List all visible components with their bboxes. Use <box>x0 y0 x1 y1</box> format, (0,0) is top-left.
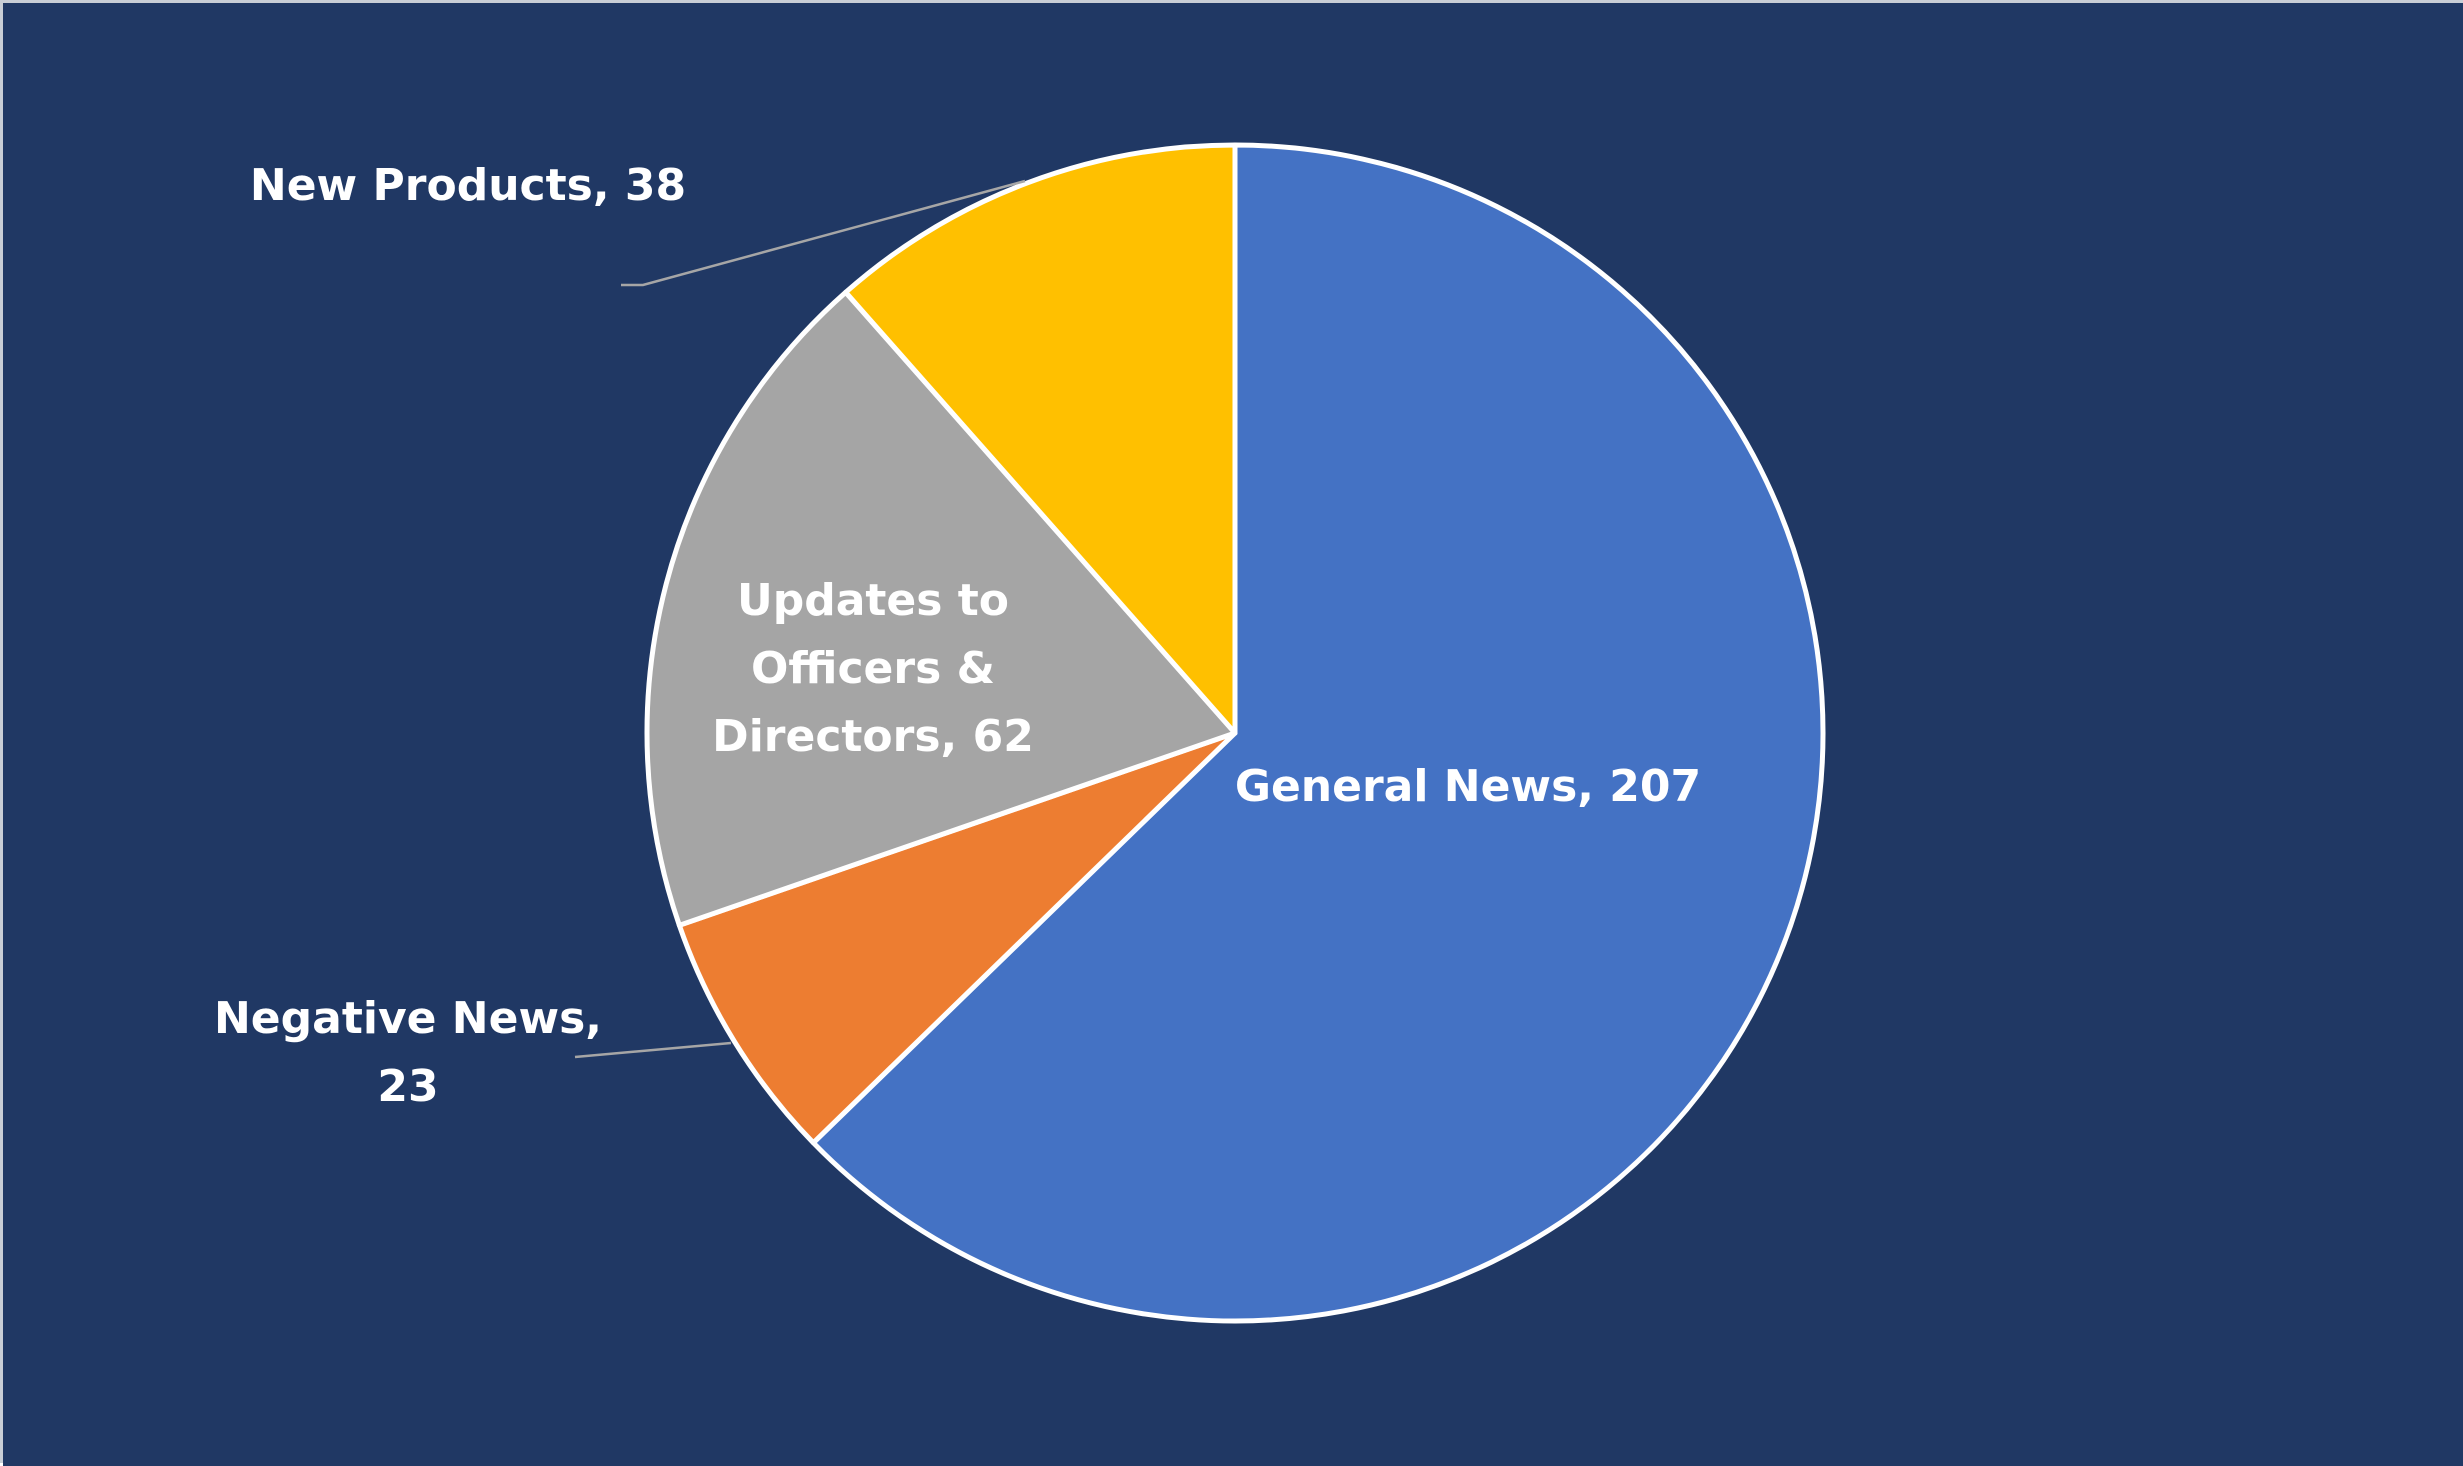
leader-lines <box>574 179 1026 1059</box>
pie-chart: General News, 207 Negative News, 23 Updates… <box>3 3 2463 1466</box>
data-label-line: New Products, 38 <box>250 160 686 211</box>
data-label-line: Directors, 62 <box>712 711 1034 762</box>
pie-slice-updates-to-officers-and-directors <box>644 289 1238 928</box>
data-label-line: Updates to <box>737 575 1009 626</box>
pie-slice-general-news <box>810 142 1826 1324</box>
data-label-new-products: New Products, 38 <box>250 160 686 211</box>
data-label-negative-news: Negative News, 23 <box>214 993 602 1112</box>
data-label-line: 23 <box>377 1061 438 1112</box>
data-labels: General News, 207 Negative News, 23 Updates… <box>214 160 1701 1112</box>
data-label-line: General News, 207 <box>1235 761 1701 812</box>
leader-line-new-products <box>621 179 1026 287</box>
pie-slices <box>644 142 1826 1324</box>
data-label-line: Negative News, <box>214 993 602 1044</box>
leader-line-negative-news <box>574 1041 732 1059</box>
pie-slice-negative-news <box>676 730 1238 1146</box>
data-label-line: Officers & <box>751 643 995 694</box>
data-label-general-news: General News, 207 <box>1235 761 1701 812</box>
data-label-updates-to-officers-and-directors: Updates to Officers & Directors, 62 <box>712 575 1034 762</box>
pie-slice-new-products <box>843 142 1238 736</box>
